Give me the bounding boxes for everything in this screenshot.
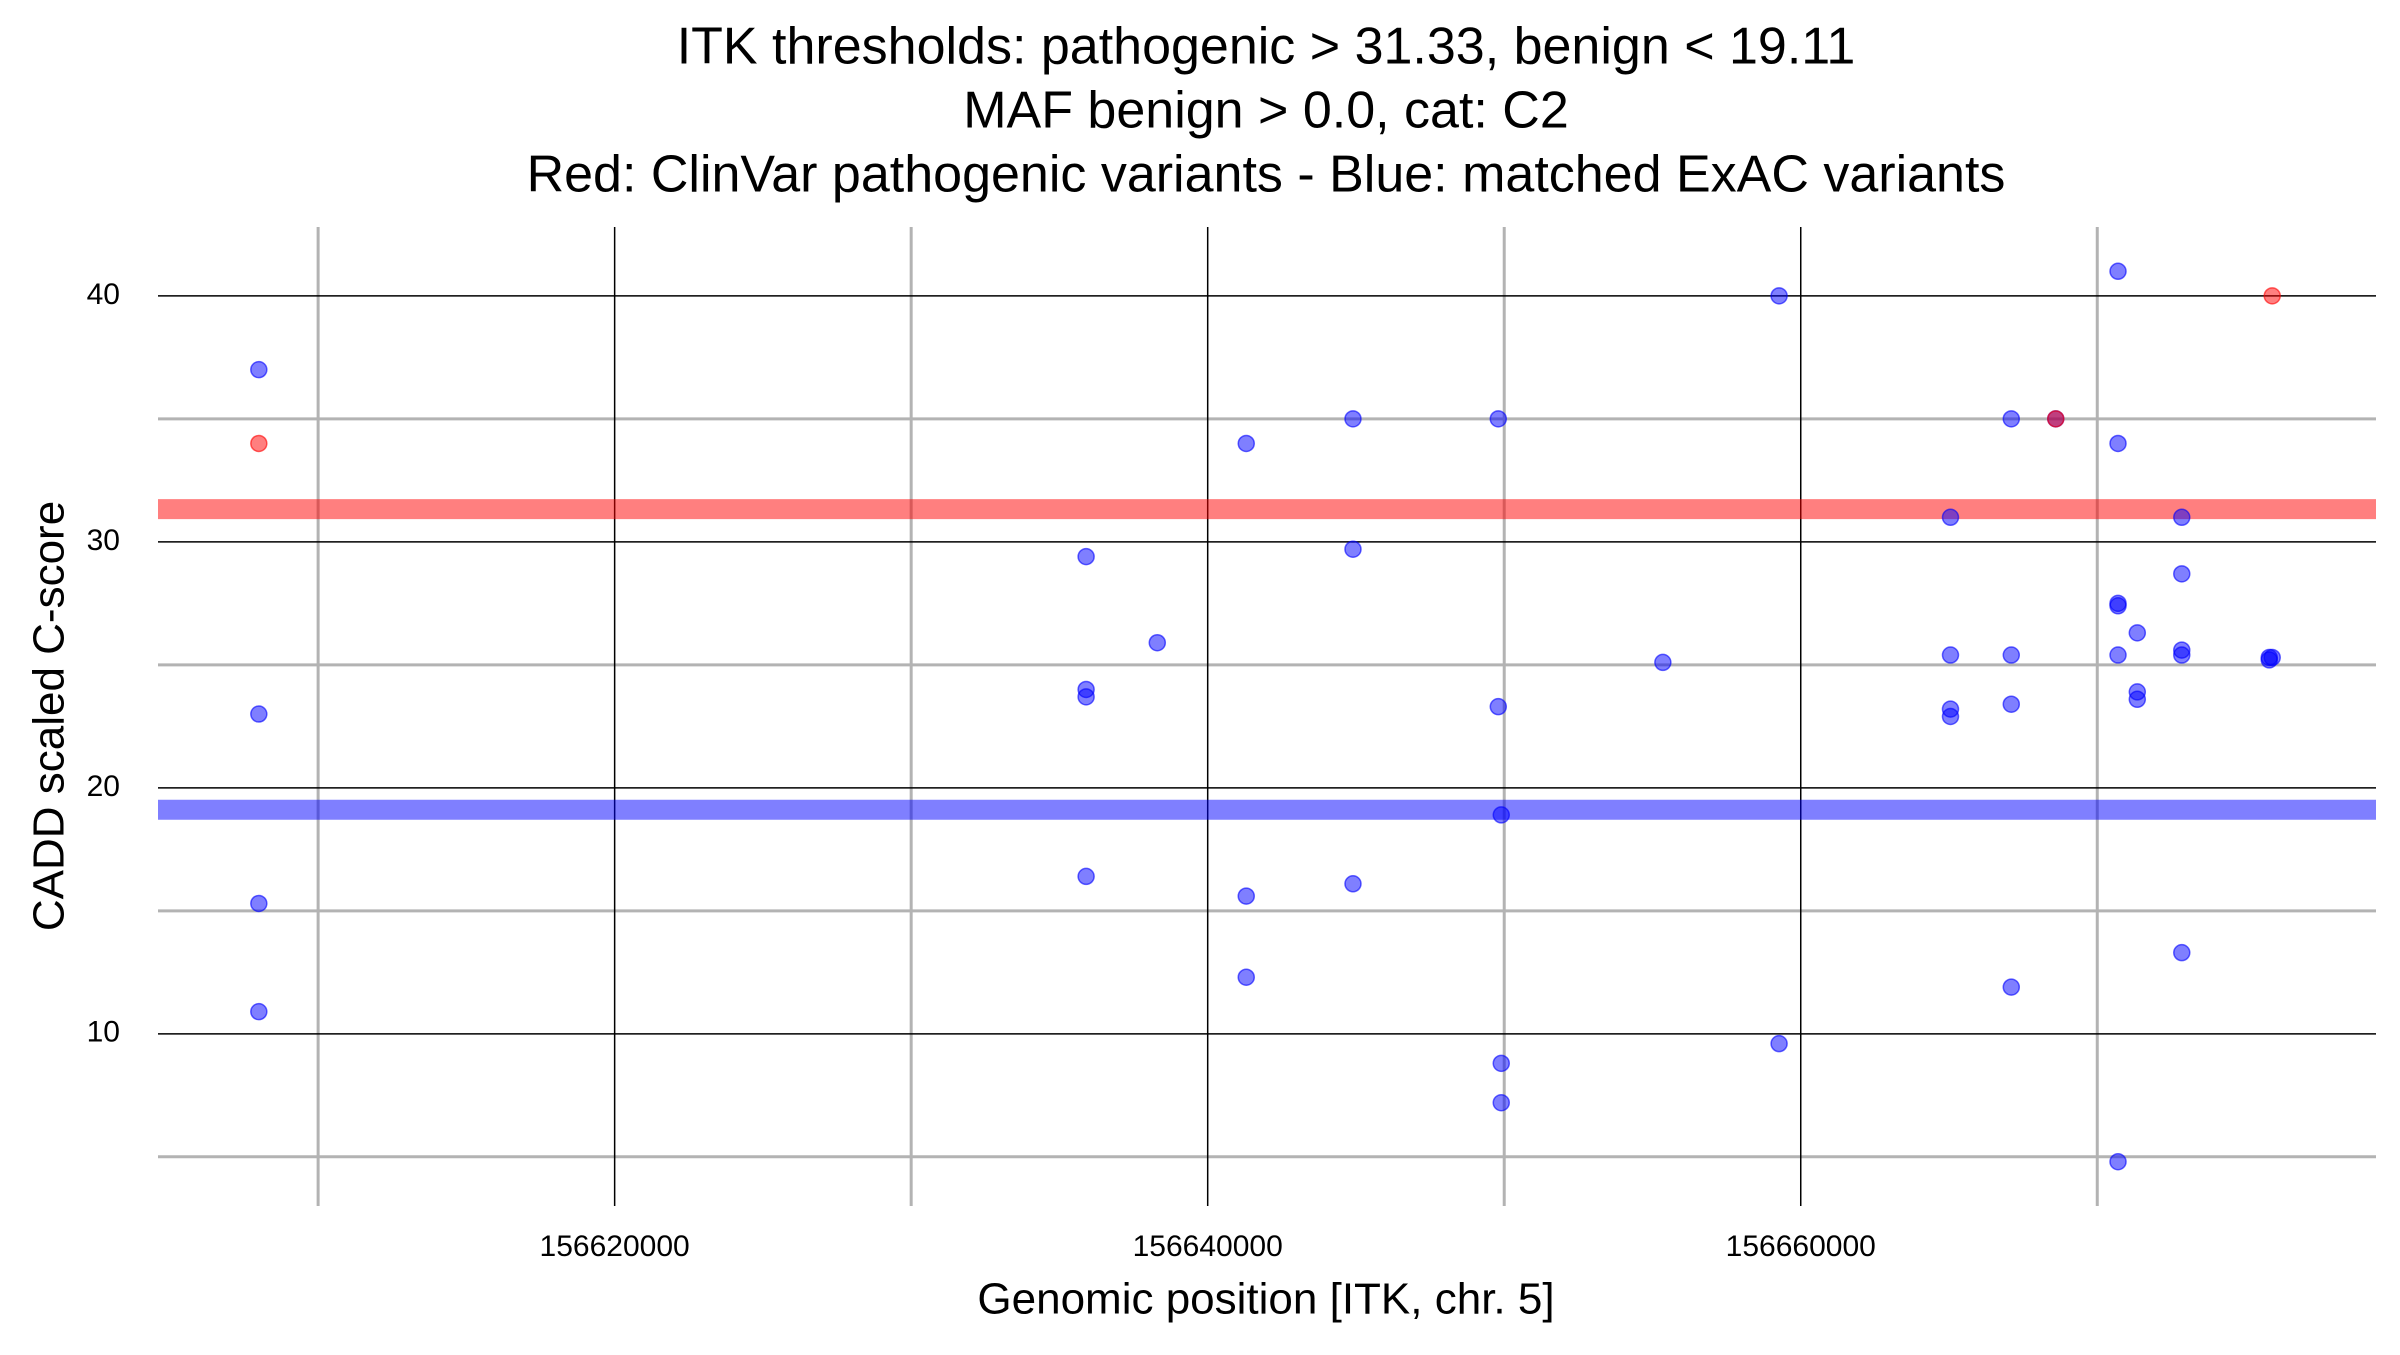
data-point bbox=[2109, 1152, 2127, 1171]
data-point bbox=[2002, 646, 2021, 664]
data-point bbox=[1654, 653, 1672, 672]
data-point bbox=[1941, 707, 1960, 726]
data-point bbox=[1344, 410, 1362, 428]
data-point bbox=[1237, 968, 1255, 986]
data-point bbox=[1941, 508, 1960, 527]
y-tick-label: 20 bbox=[87, 770, 120, 803]
data-point bbox=[2128, 624, 2147, 642]
chart-title: MAF benign > 0.0, cat: C2 bbox=[963, 82, 1569, 140]
y-tick-label: 40 bbox=[87, 278, 120, 311]
data-point bbox=[2109, 262, 2127, 281]
x-tick-label: 156620000 bbox=[540, 1230, 690, 1263]
data-point bbox=[2128, 690, 2147, 709]
data-point bbox=[250, 705, 268, 723]
data-point bbox=[250, 434, 268, 453]
data-point bbox=[2173, 646, 2191, 664]
data-point bbox=[250, 1002, 268, 1021]
data-point bbox=[2109, 646, 2127, 664]
y-tick-label: 30 bbox=[87, 524, 120, 557]
data-point bbox=[250, 894, 268, 913]
data-point bbox=[1077, 867, 1095, 886]
data-point bbox=[2173, 943, 2191, 962]
data-point bbox=[2047, 410, 2065, 428]
data-point bbox=[1492, 1054, 1511, 1073]
data-point bbox=[1770, 1034, 1788, 1053]
data-point bbox=[2002, 978, 2021, 996]
y-tick-label: 10 bbox=[87, 1016, 120, 1049]
chart-title: Red: ClinVar pathogenic variants - Blue:… bbox=[527, 146, 2006, 204]
x-tick-label: 156660000 bbox=[1726, 1230, 1876, 1263]
data-point bbox=[1344, 540, 1362, 558]
data-point bbox=[1489, 410, 1508, 428]
data-point bbox=[2263, 287, 2281, 305]
data-point bbox=[1770, 287, 1788, 305]
chart-title: ITK thresholds: pathogenic > 31.33, beni… bbox=[677, 18, 1856, 76]
data-point bbox=[2173, 508, 2191, 527]
data-point bbox=[1148, 633, 1167, 652]
data-point bbox=[1077, 688, 1095, 706]
data-point bbox=[1237, 434, 1255, 453]
data-point bbox=[1941, 646, 1960, 664]
data-point bbox=[2263, 648, 2281, 667]
data-point bbox=[1489, 697, 1508, 716]
data-point bbox=[1492, 1093, 1511, 1112]
data-point bbox=[2109, 597, 2127, 615]
x-tick-label: 156640000 bbox=[1133, 1230, 1283, 1263]
data-point bbox=[2173, 565, 2191, 583]
data-point bbox=[2109, 434, 2127, 453]
data-point bbox=[250, 360, 268, 379]
data-point bbox=[1077, 547, 1095, 566]
data-point bbox=[1344, 875, 1362, 893]
data-point bbox=[2002, 695, 2021, 713]
data-point bbox=[1492, 806, 1511, 824]
x-axis-label: Genomic position [ITK, chr. 5] bbox=[977, 1275, 1554, 1324]
data-point bbox=[1237, 887, 1255, 905]
data-point bbox=[2002, 410, 2021, 428]
y-axis-label: CADD scaled C-score bbox=[25, 501, 74, 931]
